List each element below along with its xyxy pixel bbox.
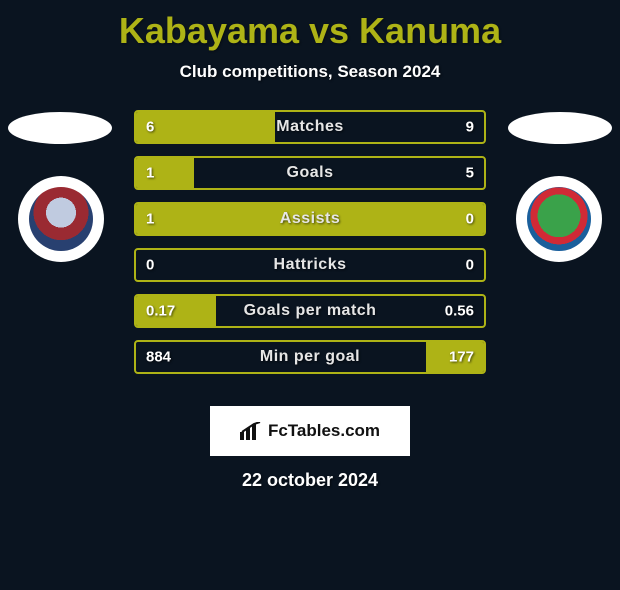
logo-text: FcTables.com (268, 421, 380, 441)
stat-row: 1 Goals 5 (134, 156, 486, 190)
stat-value-left: 1 (146, 165, 154, 182)
stat-value-right: 0.56 (445, 303, 474, 320)
stat-value-left: 0.17 (146, 303, 175, 320)
stat-fill-left (136, 112, 275, 142)
stat-value-right: 0 (466, 257, 474, 274)
stat-fill-left (136, 158, 194, 188)
subtitle: Club competitions, Season 2024 (0, 62, 620, 82)
stat-value-left: 0 (146, 257, 154, 274)
stat-value-right: 9 (466, 119, 474, 136)
stat-rows: 6 Matches 9 1 Goals 5 1 Assists 0 0 Hattricks 0 0.17… (134, 110, 486, 386)
fctables-logo: FcTables.com (210, 406, 410, 456)
team-badge-right (516, 176, 602, 262)
stat-value-left: 1 (146, 211, 154, 228)
decor-oval-right (508, 112, 612, 144)
stat-row: 884 Min per goal 177 (134, 340, 486, 374)
comparison-chart: 6 Matches 9 1 Goals 5 1 Assists 0 0 Hattricks 0 0.17… (0, 110, 620, 400)
stat-value-left: 6 (146, 119, 154, 136)
stat-label: Matches (276, 118, 344, 136)
stat-value-left: 884 (146, 349, 171, 366)
stat-row: 0.17 Goals per match 0.56 (134, 294, 486, 328)
team-badge-left (18, 176, 104, 262)
page-title: Kabayama vs Kanuma (0, 10, 620, 52)
stat-value-right: 0 (466, 211, 474, 228)
stat-label: Min per goal (260, 348, 360, 366)
stat-value-right: 5 (466, 165, 474, 182)
date-label: 22 october 2024 (0, 470, 620, 491)
stat-label: Assists (280, 210, 340, 228)
stat-label: Hattricks (274, 256, 347, 274)
decor-oval-left (8, 112, 112, 144)
stat-value-right: 177 (449, 349, 474, 366)
stat-row: 6 Matches 9 (134, 110, 486, 144)
stat-row: 0 Hattricks 0 (134, 248, 486, 282)
stat-label: Goals (287, 164, 334, 182)
stat-label: Goals per match (244, 302, 377, 320)
chart-icon (240, 422, 262, 440)
stat-row: 1 Assists 0 (134, 202, 486, 236)
